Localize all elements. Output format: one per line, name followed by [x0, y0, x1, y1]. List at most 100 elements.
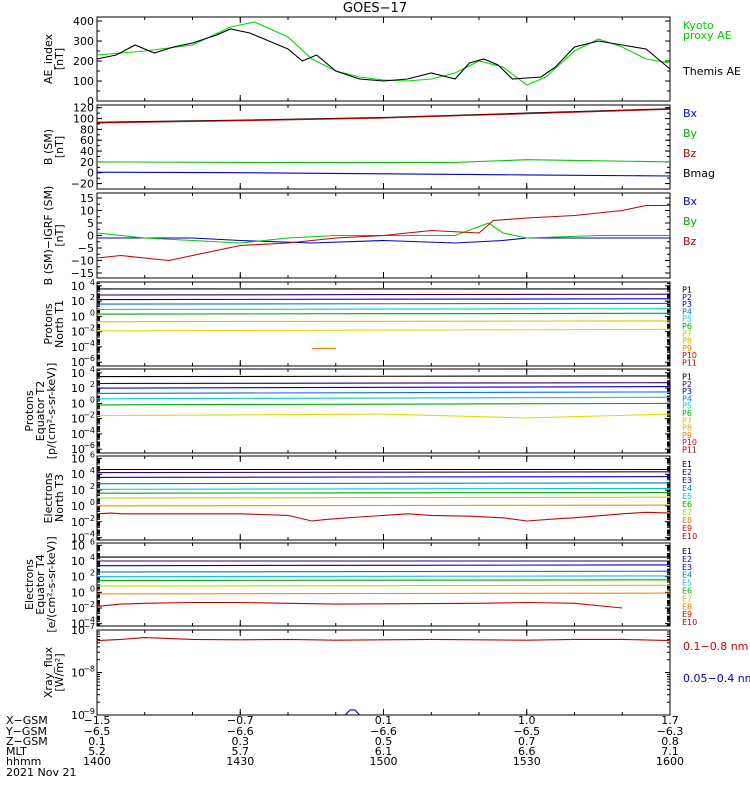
series-line-p4: [96, 302, 671, 305]
channel-label: P11: [682, 445, 697, 454]
x-row-value: 1400: [83, 755, 111, 768]
legend-entry: Bx: [683, 195, 698, 208]
series-line-p1: [96, 375, 671, 378]
panel-frame: [96, 542, 671, 627]
series-line-e3: [96, 564, 671, 567]
x-row-value: 1.0: [518, 714, 536, 727]
series-line-e4: [96, 570, 671, 573]
channel-label: P3: [682, 300, 692, 309]
series-line-bx: [97, 237, 670, 244]
channel-label: E3: [682, 563, 692, 572]
y-tick-label: 10: [71, 586, 85, 599]
y-tick-label: 100: [73, 75, 94, 88]
series-line-p4: [96, 391, 671, 394]
y-tick-exponent: −4: [83, 616, 95, 625]
x-row-value: 0.3: [232, 735, 250, 748]
panel-frame: [96, 368, 671, 454]
legend-entry: Bz: [683, 235, 697, 248]
legend-entry: By: [683, 127, 698, 140]
channel-label: P4: [682, 307, 692, 316]
y-tick-label: 10: [71, 618, 85, 631]
y-tick-label: 100: [73, 113, 94, 126]
channel-label: P10: [682, 438, 697, 447]
y-tick-exponent: 6: [90, 450, 95, 459]
channel-label: P2: [682, 293, 692, 302]
y-tick-label: 20: [80, 156, 94, 169]
channel-label: P11: [682, 358, 697, 367]
channel-label: P8: [682, 337, 692, 346]
y-tick-exponent: −9: [83, 707, 95, 716]
legend-entry: By: [683, 215, 698, 228]
y-tick-label: 40: [80, 145, 94, 158]
y-tick-label: 120: [73, 102, 94, 115]
y-tick-label: 10: [71, 443, 85, 456]
y-tick-label: 80: [80, 123, 94, 136]
x-row-value: 1530: [513, 755, 541, 768]
y-tick-exponent: 0: [90, 308, 95, 317]
channel-label: P3: [682, 387, 692, 396]
series-line-e3: [96, 476, 671, 478]
y-tick-label: −5: [78, 242, 94, 255]
channel-label: P2: [682, 380, 692, 389]
y-tick-exponent: 2: [90, 482, 95, 491]
y-axis-label: North T3: [53, 474, 66, 522]
y-tick-label: 10: [71, 624, 85, 637]
y-tick-exponent: −2: [83, 600, 95, 609]
y-tick-label: 0: [87, 167, 94, 180]
legend-entry: Themis AE: [682, 65, 741, 78]
y-axis-label: B (SM)−IGRF (SM): [42, 186, 55, 286]
channel-label: E5: [682, 579, 692, 588]
y-axis-label: Equator T4: [34, 554, 47, 614]
channel-label: P4: [682, 394, 692, 403]
y-axis-label: [nT]: [53, 48, 66, 70]
channel-label: E1: [682, 547, 692, 556]
channel-label: P5: [682, 402, 692, 411]
x-row-value: 5.7: [232, 745, 250, 758]
x-row-value: 1.7: [661, 714, 679, 727]
y-tick-exponent: 2: [90, 569, 95, 578]
x-row-value: 0.8: [661, 735, 679, 748]
series-line-p5: [96, 308, 671, 311]
channel-label: P5: [682, 315, 692, 324]
y-tick-label: 10: [71, 382, 85, 395]
channel-label: P6: [682, 409, 692, 418]
series-line-p5: [96, 396, 671, 400]
y-tick-label: 10: [80, 205, 94, 218]
y-tick-exponent: −4: [83, 339, 95, 348]
legend-entry: 0.05−0.4 nm: [683, 672, 750, 685]
series-line-p6: [96, 312, 671, 315]
y-tick-label: 10: [71, 516, 85, 529]
panel-frame: [96, 16, 671, 102]
series-line-e5: [96, 575, 671, 578]
channel-label: E6: [682, 586, 692, 595]
channel-label: E8: [682, 602, 692, 611]
series-line-bz: [96, 108, 671, 124]
date-label: 2021 Nov 21: [6, 766, 76, 779]
x-row-value: 0.1: [375, 714, 393, 727]
series-line-e6: [96, 491, 671, 494]
channel-label: E5: [682, 492, 692, 501]
y-tick-exponent: −8: [83, 665, 95, 674]
channel-label: E4: [682, 571, 692, 580]
x-row-value: 1600: [656, 755, 684, 768]
x-row-value: −6.5: [84, 725, 111, 738]
legend-entry: proxy AE: [683, 29, 732, 42]
series-line-e8: [96, 504, 671, 507]
y-tick-label: 10: [71, 356, 85, 369]
channel-label: P10: [682, 351, 697, 360]
series-line-p8: [96, 328, 671, 332]
series-line-e2: [96, 471, 671, 474]
y-tick-exponent: 6: [90, 537, 95, 546]
y-tick-label: 0: [87, 230, 94, 243]
y-tick-exponent: 2: [90, 293, 95, 302]
y-axis-label: [e/(cm²-s-sr-keV)]: [45, 536, 58, 632]
y-tick-exponent: 0: [90, 584, 95, 593]
y-axis-label: AE_index: [42, 33, 55, 84]
y-tick-exponent: 4: [90, 466, 95, 475]
x-row-value: 7.1: [661, 745, 679, 758]
y-tick-label: 60: [80, 134, 94, 147]
y-tick-label: 10: [71, 413, 85, 426]
y-axis-label: [nT]: [53, 136, 66, 158]
